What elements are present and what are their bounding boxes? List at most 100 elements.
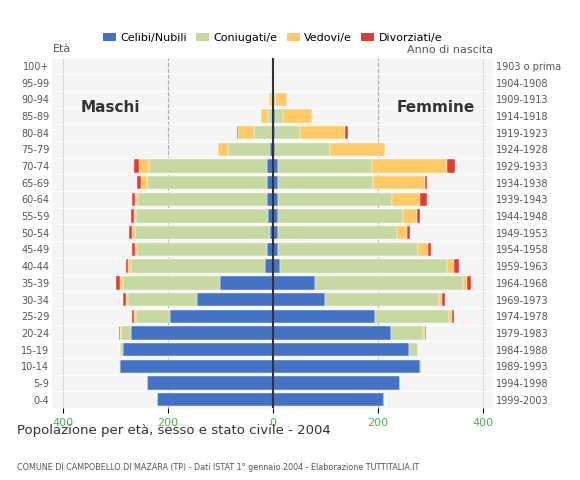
Bar xyxy=(131,326,273,339)
Bar xyxy=(131,209,133,223)
Bar xyxy=(264,260,273,273)
Bar xyxy=(273,159,278,173)
Bar xyxy=(270,143,273,156)
Bar xyxy=(276,143,331,156)
Bar xyxy=(121,326,131,339)
Bar xyxy=(132,310,133,323)
Bar xyxy=(345,126,347,139)
Bar xyxy=(372,159,447,173)
Bar xyxy=(278,209,403,223)
Bar xyxy=(391,326,423,339)
Bar xyxy=(267,176,273,190)
Bar xyxy=(273,76,274,89)
Bar xyxy=(273,243,278,256)
Bar xyxy=(447,260,454,273)
Text: COMUNE DI CAMPOBELLO DI MAZARA (TP) - Dati ISTAT 1° gennaio 2004 - Elaborazione : COMUNE DI CAMPOBELLO DI MAZARA (TP) - Da… xyxy=(17,463,420,472)
Bar xyxy=(425,176,427,190)
Bar xyxy=(119,326,120,339)
Bar xyxy=(283,109,312,123)
Bar xyxy=(273,109,275,123)
Bar xyxy=(273,93,274,106)
Bar xyxy=(278,159,372,173)
Bar xyxy=(128,260,131,273)
Bar xyxy=(237,126,238,139)
Text: Femmine: Femmine xyxy=(396,100,474,115)
Bar xyxy=(419,193,427,206)
Bar xyxy=(135,193,137,206)
Text: Anno di nascita: Anno di nascita xyxy=(407,45,493,55)
Bar xyxy=(171,310,273,323)
Bar xyxy=(447,159,455,173)
Bar xyxy=(276,126,300,139)
Bar xyxy=(269,209,273,223)
Text: Maschi: Maschi xyxy=(80,100,140,115)
Bar xyxy=(120,326,121,339)
Bar xyxy=(139,159,149,173)
Bar xyxy=(133,310,136,323)
Bar xyxy=(450,310,452,323)
Bar xyxy=(273,193,278,206)
Bar xyxy=(121,343,123,356)
Bar xyxy=(133,159,139,173)
Bar xyxy=(126,293,128,306)
Bar xyxy=(136,310,171,323)
Bar xyxy=(116,276,121,289)
Bar xyxy=(238,126,254,139)
Bar xyxy=(273,260,281,273)
Bar xyxy=(142,176,147,190)
Bar xyxy=(278,193,392,206)
Bar xyxy=(273,126,275,139)
Bar xyxy=(403,209,418,223)
Bar xyxy=(128,293,197,306)
Bar xyxy=(123,343,273,356)
Bar xyxy=(375,310,450,323)
Bar xyxy=(374,176,425,190)
Bar xyxy=(419,243,428,256)
Bar xyxy=(273,376,400,390)
Bar xyxy=(132,193,135,206)
Bar xyxy=(281,260,447,273)
Bar xyxy=(132,226,135,240)
Bar xyxy=(425,326,426,339)
Bar xyxy=(273,209,278,223)
Bar xyxy=(267,243,273,256)
Bar xyxy=(276,109,283,123)
Bar xyxy=(135,226,270,240)
Bar xyxy=(137,193,267,206)
Bar xyxy=(267,193,273,206)
Bar xyxy=(271,93,273,106)
Bar xyxy=(135,243,137,256)
Bar xyxy=(409,343,419,356)
Bar xyxy=(418,209,420,223)
Bar xyxy=(442,293,445,306)
Bar xyxy=(147,176,267,190)
Bar xyxy=(407,226,409,240)
Bar xyxy=(300,126,345,139)
Bar xyxy=(132,243,135,256)
Bar xyxy=(274,93,276,106)
Bar xyxy=(123,293,126,306)
Bar xyxy=(273,176,278,190)
Bar xyxy=(423,326,425,339)
Bar xyxy=(218,143,228,156)
Bar xyxy=(276,93,287,106)
Bar xyxy=(314,276,463,289)
Bar xyxy=(137,243,267,256)
Bar xyxy=(121,360,273,373)
Bar xyxy=(254,126,273,139)
Bar xyxy=(397,226,407,240)
Bar xyxy=(278,243,419,256)
Bar xyxy=(273,226,278,240)
Bar xyxy=(331,143,386,156)
Bar xyxy=(452,310,454,323)
Bar xyxy=(467,276,471,289)
Bar xyxy=(273,343,409,356)
Bar xyxy=(260,109,269,123)
Bar xyxy=(273,310,375,323)
Bar xyxy=(270,93,271,106)
Bar xyxy=(325,293,440,306)
Bar xyxy=(273,393,384,407)
Bar xyxy=(428,243,430,256)
Legend: Celibi/Nubili, Coniugati/e, Vedovi/e, Divorziati/e: Celibi/Nubili, Coniugati/e, Vedovi/e, Di… xyxy=(98,28,447,47)
Bar xyxy=(133,209,136,223)
